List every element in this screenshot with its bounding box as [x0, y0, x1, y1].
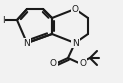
Text: O: O — [50, 59, 57, 67]
Text: O: O — [79, 59, 86, 67]
Text: N: N — [24, 39, 30, 47]
Text: O: O — [71, 4, 78, 14]
Text: N: N — [72, 39, 79, 47]
Text: I: I — [2, 16, 4, 24]
